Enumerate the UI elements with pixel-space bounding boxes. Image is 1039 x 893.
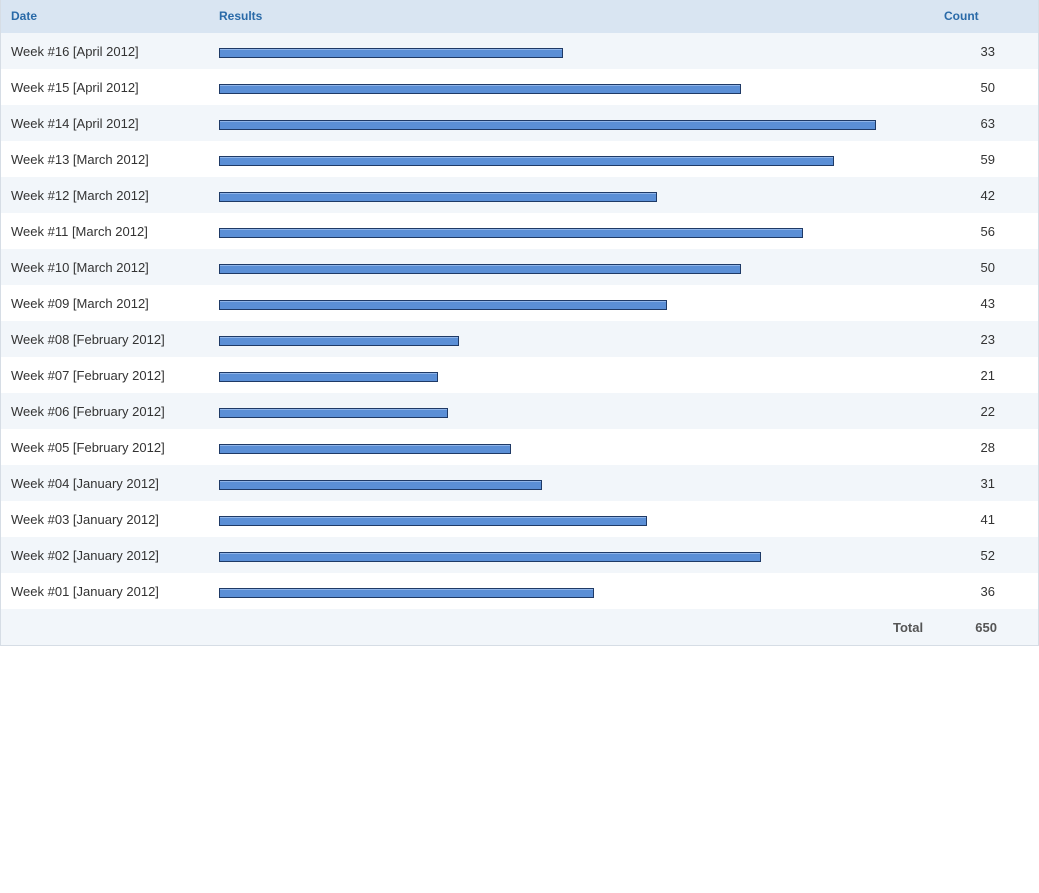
bar-track <box>219 120 919 130</box>
table-row: Week #09 [March 2012] 43 <box>1 285 1038 321</box>
results-table: Date Results Count Week #16 [April 2012]… <box>0 0 1039 646</box>
bar-track <box>219 192 919 202</box>
row-date-label: Week #04 [January 2012] <box>11 476 159 491</box>
count-column-header: Count <box>944 9 979 23</box>
table-row: Week #07 [February 2012] 21 <box>1 357 1038 393</box>
bar-track <box>219 372 919 382</box>
result-bar <box>219 156 834 166</box>
row-count-value: 43 <box>980 296 995 311</box>
row-date-label: Week #15 [April 2012] <box>11 80 139 95</box>
bar-track <box>219 552 919 562</box>
row-count-value: 63 <box>980 116 995 131</box>
bar-track <box>219 228 919 238</box>
total-row: Total 650 <box>1 609 1038 645</box>
table-row: Week #08 [February 2012] 23 <box>1 321 1038 357</box>
result-bar <box>219 372 438 382</box>
row-date-label: Week #06 [February 2012] <box>11 404 165 419</box>
row-date-label: Week #14 [April 2012] <box>11 116 139 131</box>
row-count-value: 23 <box>980 332 995 347</box>
row-date-label: Week #11 [March 2012] <box>11 224 148 239</box>
row-count-value: 59 <box>980 152 995 167</box>
row-date-label: Week #02 [January 2012] <box>11 548 159 563</box>
result-bar <box>219 84 741 94</box>
bar-track <box>219 48 919 58</box>
row-date-label: Week #12 [March 2012] <box>11 188 149 203</box>
bar-track <box>219 84 919 94</box>
row-date-label: Week #16 [April 2012] <box>11 44 139 59</box>
date-column-header: Date <box>11 9 38 23</box>
row-date-label: Week #03 [January 2012] <box>11 512 159 527</box>
row-count-value: 42 <box>980 188 995 203</box>
bar-track <box>219 516 919 526</box>
table-row: Week #12 [March 2012] 42 <box>1 177 1038 213</box>
row-date-label: Week #01 [January 2012] <box>11 584 159 599</box>
bar-track <box>219 300 919 310</box>
result-bar <box>219 120 876 130</box>
bar-track <box>219 264 919 274</box>
table-row: Week #06 [February 2012] 22 <box>1 393 1038 429</box>
row-count-value: 52 <box>980 548 995 563</box>
result-bar <box>219 300 667 310</box>
result-bar <box>219 408 448 418</box>
row-count-value: 56 <box>980 224 995 239</box>
table-row: Week #11 [March 2012] 56 <box>1 213 1038 249</box>
result-bar <box>219 228 803 238</box>
row-count-value: 22 <box>980 404 995 419</box>
table-row: Week #13 [March 2012] 59 <box>1 141 1038 177</box>
result-bar <box>219 552 761 562</box>
result-bar <box>219 516 647 526</box>
result-bar <box>219 192 657 202</box>
row-count-value: 28 <box>980 440 995 455</box>
total-value: 650 <box>975 620 997 635</box>
result-bar <box>219 48 563 58</box>
bar-track <box>219 444 919 454</box>
bar-track <box>219 336 919 346</box>
result-bar <box>219 264 741 274</box>
result-bar <box>219 480 542 490</box>
bar-track <box>219 156 919 166</box>
table-body: Week #16 [April 2012] 33 Week #15 [April 2… <box>1 33 1038 609</box>
table-row: Week #05 [February 2012] 28 <box>1 429 1038 465</box>
row-count-value: 21 <box>980 368 995 383</box>
row-count-value: 33 <box>980 44 995 59</box>
total-label: Total <box>893 620 924 635</box>
bar-track <box>219 408 919 418</box>
results-column-header: Results <box>219 9 263 23</box>
row-date-label: Week #10 [March 2012] <box>11 260 149 275</box>
table-row: Week #16 [April 2012] 33 <box>1 33 1038 69</box>
bar-track <box>219 480 919 490</box>
table-row: Week #02 [January 2012] 52 <box>1 537 1038 573</box>
result-bar <box>219 588 594 598</box>
result-bar <box>219 444 511 454</box>
table-row: Week #15 [April 2012] 50 <box>1 69 1038 105</box>
bar-track <box>219 588 919 598</box>
row-date-label: Week #09 [March 2012] <box>11 296 149 311</box>
table-header-row: Date Results Count <box>1 0 1038 33</box>
table-row: Week #10 [March 2012] 50 <box>1 249 1038 285</box>
table-row: Week #03 [January 2012] 41 <box>1 501 1038 537</box>
row-count-value: 50 <box>980 80 995 95</box>
table-row: Week #04 [January 2012] 31 <box>1 465 1038 501</box>
row-date-label: Week #05 [February 2012] <box>11 440 165 455</box>
row-count-value: 41 <box>980 512 995 527</box>
row-count-value: 31 <box>980 476 995 491</box>
table-row: Week #01 [January 2012] 36 <box>1 573 1038 609</box>
row-date-label: Week #13 [March 2012] <box>11 152 149 167</box>
result-bar <box>219 336 459 346</box>
row-date-label: Week #08 [February 2012] <box>11 332 165 347</box>
table-row: Week #14 [April 2012] 63 <box>1 105 1038 141</box>
row-count-value: 36 <box>980 584 995 599</box>
row-date-label: Week #07 [February 2012] <box>11 368 165 383</box>
row-count-value: 50 <box>980 260 995 275</box>
